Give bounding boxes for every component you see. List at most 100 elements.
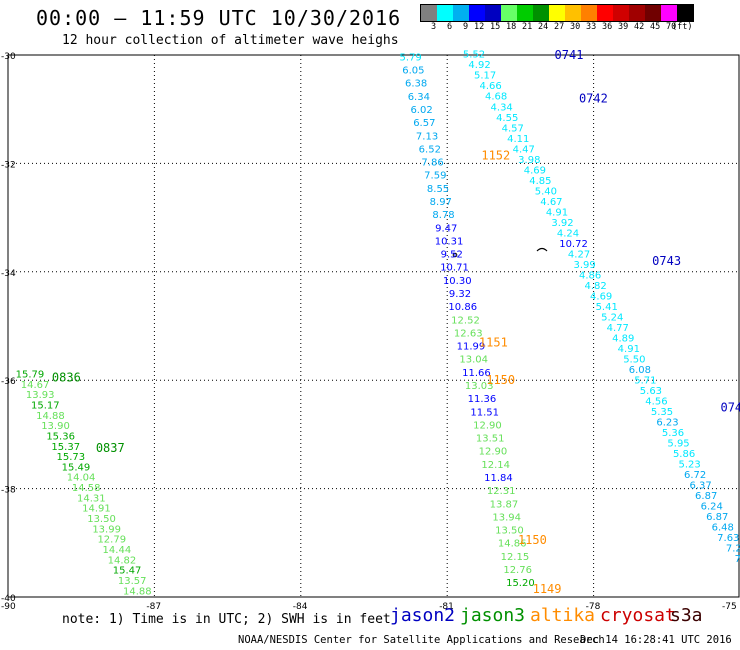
color-scale-label: 70 bbox=[666, 22, 677, 32]
swh-value: 14.67 bbox=[21, 380, 50, 391]
y-axis-label: -34 bbox=[1, 269, 16, 279]
map-subtitle: 12 hour collection of altimeter wave hei… bbox=[62, 33, 399, 48]
swh-value: 13.57 bbox=[118, 576, 147, 587]
color-swatch-14 bbox=[645, 5, 661, 21]
swh-value: 6.87 bbox=[695, 491, 717, 502]
color-scale-label: 30 bbox=[570, 22, 581, 32]
swh-value: 10.86 bbox=[448, 302, 477, 313]
swh-value: 12.15 bbox=[501, 552, 530, 563]
color-swatch-15 bbox=[661, 5, 677, 21]
swh-value: 9.52 bbox=[441, 250, 463, 261]
swh-value: 6.57 bbox=[413, 118, 435, 129]
swh-value: 12.63 bbox=[454, 328, 483, 339]
color-scale-label: 24 bbox=[538, 22, 549, 32]
swh-value: 8.97 bbox=[430, 197, 452, 208]
swh-value: 5.52 bbox=[463, 50, 485, 61]
swh-value: 10.31 bbox=[435, 236, 464, 247]
color-scale-label: 33 bbox=[586, 22, 597, 32]
color-swatch-11 bbox=[597, 5, 613, 21]
color-swatch-5 bbox=[501, 5, 517, 21]
swh-value: 3.92 bbox=[551, 218, 573, 229]
pass-time-label: 1150 bbox=[518, 533, 547, 547]
y-axis-label: -30 bbox=[1, 52, 16, 62]
swh-value: 4.86 bbox=[579, 270, 601, 281]
swh-value: 6.02 bbox=[410, 105, 432, 116]
swh-value: 5.71 bbox=[634, 375, 656, 386]
swh-value: 5.23 bbox=[678, 460, 700, 471]
swh-value: 14.91 bbox=[82, 504, 111, 515]
swh-value: 4.47 bbox=[513, 144, 535, 155]
color-scale-label: 6 bbox=[447, 22, 453, 32]
swh-value: 15.36 bbox=[46, 431, 75, 442]
color-swatch-0 bbox=[421, 5, 437, 21]
swh-value: 3.98 bbox=[518, 155, 540, 166]
swh-value: 12.90 bbox=[473, 420, 502, 431]
x-axis-label: -84 bbox=[293, 602, 308, 612]
map-title: 00:00 – 11:59 UTC 10/30/2016 bbox=[36, 6, 402, 30]
color-scale-label: 27 bbox=[554, 22, 565, 32]
swh-value: 4.67 bbox=[540, 197, 562, 208]
swh-value: 5.36 bbox=[662, 428, 684, 439]
color-swatch-10 bbox=[581, 5, 597, 21]
color-swatch-7 bbox=[533, 5, 549, 21]
swh-value: 5.40 bbox=[535, 186, 557, 197]
swh-value: 4.27 bbox=[568, 249, 590, 260]
swh-value: 15.73 bbox=[57, 452, 86, 463]
swh-value: 13.90 bbox=[41, 421, 70, 432]
pass-time-label: 0741 bbox=[555, 48, 584, 62]
swh-value: 15.20 bbox=[506, 578, 535, 589]
legend-cryosat: cryosat bbox=[600, 605, 676, 626]
swh-value: 5.17 bbox=[474, 71, 496, 82]
swh-value: 5.35 bbox=[651, 407, 673, 418]
swh-value: 13.87 bbox=[490, 499, 519, 510]
swh-value: 10.30 bbox=[443, 276, 472, 287]
swh-value: 5.79 bbox=[399, 52, 421, 63]
note-text: note: 1) Time is in UTC; 2) SWH is in fe… bbox=[62, 612, 391, 627]
swh-value: 14.86 bbox=[498, 539, 527, 550]
color-scale-label: 9 bbox=[463, 22, 469, 32]
swh-value: 10.71 bbox=[440, 263, 469, 274]
swh-value: 5.24 bbox=[601, 312, 623, 323]
swh-value: 13.99 bbox=[92, 524, 121, 535]
swh-value: 14.44 bbox=[103, 545, 132, 556]
swh-value: 6.37 bbox=[690, 481, 712, 492]
swh-value: 11.36 bbox=[468, 394, 497, 405]
pass-time-label: 1150 bbox=[486, 373, 515, 387]
swh-value: 13.04 bbox=[459, 355, 488, 366]
swh-value: 4.85 bbox=[529, 176, 551, 187]
swh-value: 6.38 bbox=[405, 79, 427, 90]
swh-value: 4.82 bbox=[585, 281, 607, 292]
swh-value: 4.66 bbox=[479, 81, 501, 92]
color-scale-label: 18 bbox=[506, 22, 517, 32]
swh-value: 6.23 bbox=[656, 417, 678, 428]
credit-text: NOAA/NESDIS Center for Satellite Applica… bbox=[238, 634, 605, 646]
swh-value: 5.95 bbox=[667, 439, 689, 450]
swh-value: 7.13 bbox=[416, 131, 438, 142]
color-scale-label: 36 bbox=[602, 22, 613, 32]
swh-value: 12.31 bbox=[487, 486, 516, 497]
color-swatch-4 bbox=[485, 5, 501, 21]
swh-value: 8.55 bbox=[427, 184, 449, 195]
swh-value: 6.48 bbox=[712, 523, 734, 534]
swh-value: 14.04 bbox=[67, 473, 96, 484]
swh-value: 15.37 bbox=[51, 442, 80, 453]
color-scale-label: 42 bbox=[634, 22, 645, 32]
map-frame bbox=[7, 54, 740, 598]
color-scale-label: 21 bbox=[522, 22, 533, 32]
color-swatch-13 bbox=[629, 5, 645, 21]
swh-value: 5.41 bbox=[596, 302, 618, 313]
swh-value: 7. bbox=[735, 554, 740, 565]
pass-time-label: 0836 bbox=[52, 370, 81, 384]
swh-value: 9.47 bbox=[435, 223, 457, 234]
swh-value: 6.87 bbox=[706, 512, 728, 523]
swh-value: 13.94 bbox=[492, 512, 521, 523]
legend-jason3: jason3 bbox=[460, 605, 526, 626]
pass-time-label: 0744 bbox=[720, 400, 740, 414]
swh-value: 7.86 bbox=[421, 158, 443, 169]
color-scale-label: 3 bbox=[431, 22, 437, 32]
swh-value: 11.99 bbox=[457, 342, 486, 353]
swh-value: 4.24 bbox=[557, 228, 579, 239]
pass-time-label: 0742 bbox=[579, 91, 608, 105]
swh-value: 4.56 bbox=[645, 396, 667, 407]
swh-value: 4.92 bbox=[468, 60, 490, 71]
